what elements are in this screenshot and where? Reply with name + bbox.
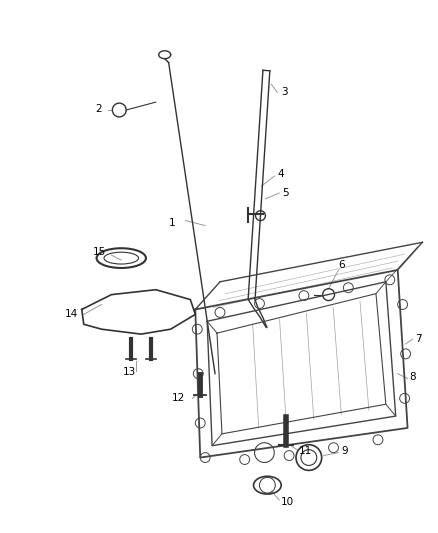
Text: 8: 8	[410, 372, 416, 382]
Text: 10: 10	[281, 497, 294, 507]
Text: 6: 6	[339, 260, 345, 270]
Text: 12: 12	[172, 393, 185, 403]
Text: 1: 1	[169, 217, 176, 228]
Text: 15: 15	[93, 247, 106, 257]
Text: 11: 11	[299, 446, 312, 456]
Text: 13: 13	[123, 367, 137, 377]
Text: 14: 14	[64, 309, 78, 319]
Text: 5: 5	[282, 188, 289, 198]
Text: 4: 4	[277, 169, 284, 179]
Text: 9: 9	[342, 446, 348, 456]
Text: 7: 7	[416, 334, 422, 344]
Text: 2: 2	[95, 104, 102, 114]
Text: 3: 3	[281, 87, 288, 97]
